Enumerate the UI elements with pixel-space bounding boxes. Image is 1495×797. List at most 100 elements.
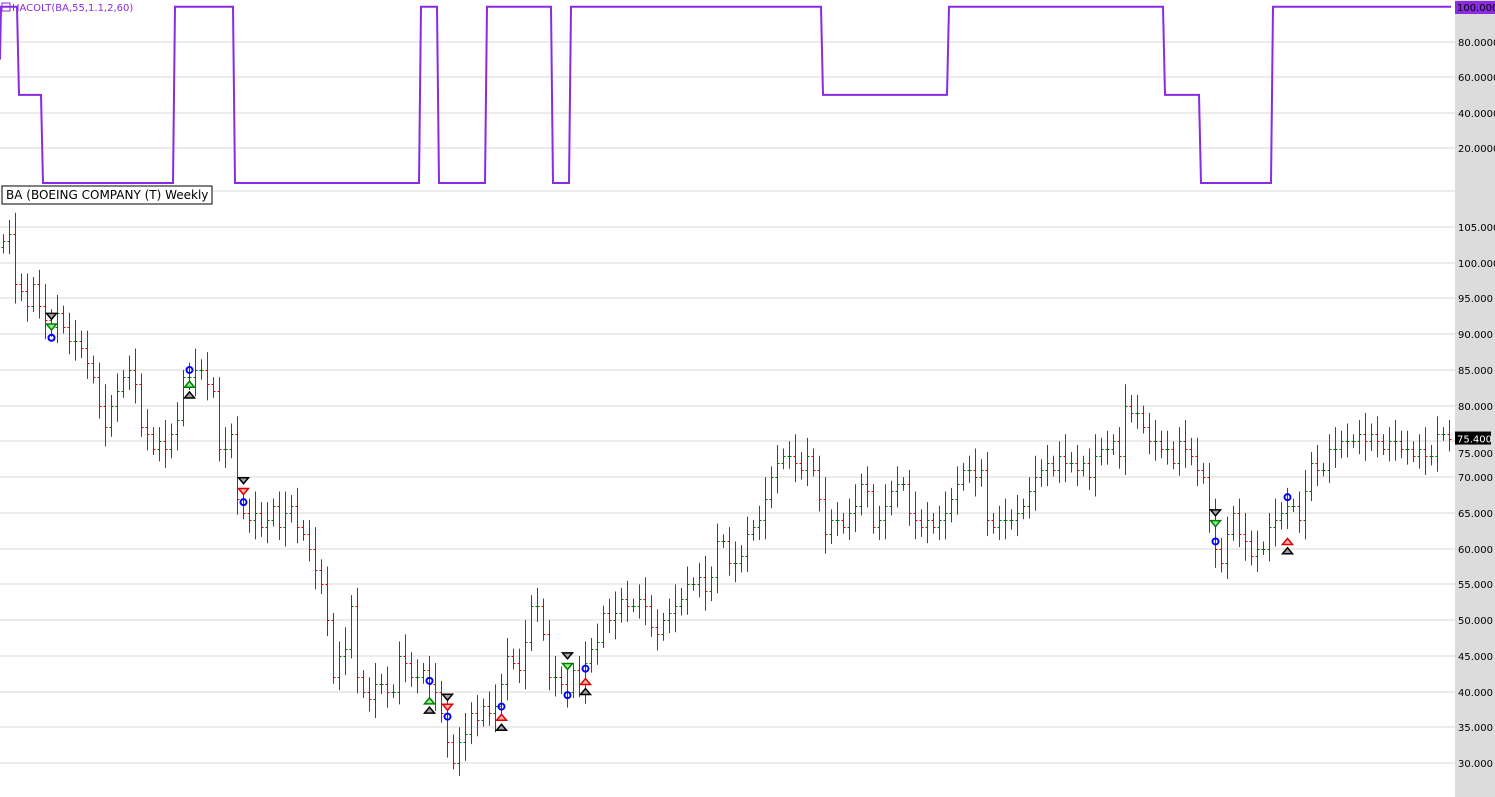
price-bar — [13, 212, 18, 304]
price-tick-label: 40.000 — [1458, 688, 1493, 699]
price-bar — [1063, 434, 1068, 483]
price-bar — [421, 662, 426, 684]
price-bar — [901, 477, 906, 491]
price-bar — [1261, 541, 1266, 556]
price-bar — [673, 584, 678, 633]
price-axis-background — [1455, 0, 1495, 797]
price-bar — [865, 466, 870, 508]
price-bar — [1171, 441, 1176, 470]
price-bar — [913, 491, 918, 540]
price-bar — [1279, 502, 1284, 530]
buy-triangle-icon — [182, 380, 197, 388]
price-bar — [1183, 419, 1188, 468]
price-legend: BA (BOEING COMPANY (T) Weekly — [1, 185, 213, 205]
sell-triangle-icon — [44, 312, 59, 321]
price-bar — [841, 512, 846, 534]
price-bar — [817, 455, 822, 512]
price-bar — [7, 219, 12, 255]
price-bar — [1411, 441, 1416, 463]
price-bar — [505, 637, 510, 701]
price-bar — [529, 595, 534, 652]
buy-triangle-icon — [494, 723, 509, 732]
price-bar — [271, 498, 276, 527]
price-bar — [517, 648, 522, 683]
price-bar — [1363, 412, 1368, 461]
price-bar — [1057, 441, 1062, 483]
price-bar — [1147, 412, 1152, 455]
price-bar — [1225, 516, 1230, 579]
price-bar — [571, 662, 576, 698]
sell-triangle-icon — [236, 476, 251, 485]
price-bar — [769, 466, 774, 509]
price-bar — [283, 491, 288, 547]
price-bar — [31, 277, 36, 313]
price-bar — [1399, 430, 1404, 459]
price-bar — [871, 484, 876, 534]
price-bar — [703, 555, 708, 611]
price-bar — [1417, 434, 1422, 469]
price-bar — [1009, 509, 1014, 530]
signal-circle-icon — [1211, 537, 1220, 546]
price-bar — [589, 637, 594, 673]
price-bar — [307, 520, 312, 562]
price-bar — [1375, 416, 1380, 458]
price-bar — [1369, 423, 1374, 452]
indicator-last-value: 100.0000 — [1457, 3, 1495, 14]
price-bar — [943, 491, 948, 540]
signal-circle-icon — [425, 676, 434, 685]
price-bar — [781, 448, 786, 470]
indicator-line — [0, 5, 1451, 184]
price-bar — [133, 348, 138, 404]
price-tick-label: 75.000 — [1458, 449, 1493, 460]
signal-circle-icon — [185, 365, 194, 374]
price-bar — [1237, 498, 1242, 548]
price-bar — [1447, 419, 1452, 452]
price-bar — [37, 269, 42, 319]
sell-triangle-icon — [1208, 519, 1223, 528]
price-bar — [79, 330, 84, 359]
price-bar — [385, 666, 390, 708]
price-bar — [205, 352, 210, 401]
price-bar — [1435, 416, 1440, 472]
price-bar — [1393, 419, 1398, 461]
price-bar — [889, 480, 894, 516]
price-bar — [691, 577, 696, 591]
signal-circle-icon — [47, 333, 56, 342]
price-tick-label: 35.000 — [1458, 723, 1493, 734]
price-bar — [799, 452, 804, 480]
price-bar — [721, 534, 726, 548]
price-bar — [739, 545, 744, 573]
price-bar — [493, 684, 498, 733]
price-bar — [733, 541, 738, 583]
price-bar — [217, 377, 222, 462]
buy-triangle-icon — [578, 677, 593, 686]
price-bar — [121, 369, 126, 398]
indicator-legend[interactable]: HACOLT(BA,55,1.1,2,60) — [1, 2, 133, 14]
price-bar — [1129, 394, 1134, 423]
buy-triangle-icon — [578, 687, 593, 696]
price-bar — [157, 427, 162, 462]
signal-circle-icon — [239, 498, 248, 507]
price-bar — [577, 655, 582, 698]
price-bar — [961, 462, 966, 491]
price-bar — [439, 680, 444, 723]
price-bar — [355, 587, 360, 694]
price-bar — [301, 520, 306, 541]
price-bar — [1201, 462, 1206, 484]
price-bar — [259, 502, 264, 537]
price-bar — [229, 423, 234, 459]
price-bar — [1387, 427, 1392, 462]
collapse-icon[interactable] — [1, 2, 11, 12]
indicator-tick-label: 60.0000 — [1458, 73, 1495, 84]
price-bar — [19, 273, 24, 301]
price-tick-label: 30.000 — [1458, 759, 1493, 770]
price-bar — [55, 294, 60, 344]
price-bar — [391, 684, 396, 698]
price-bar — [1291, 498, 1296, 513]
price-bar — [169, 423, 174, 459]
price-bar — [805, 437, 810, 487]
price-bar — [1135, 394, 1140, 429]
price-bar — [625, 580, 630, 622]
price-tick-label: 90.000 — [1458, 330, 1493, 341]
price-bar — [277, 491, 282, 541]
